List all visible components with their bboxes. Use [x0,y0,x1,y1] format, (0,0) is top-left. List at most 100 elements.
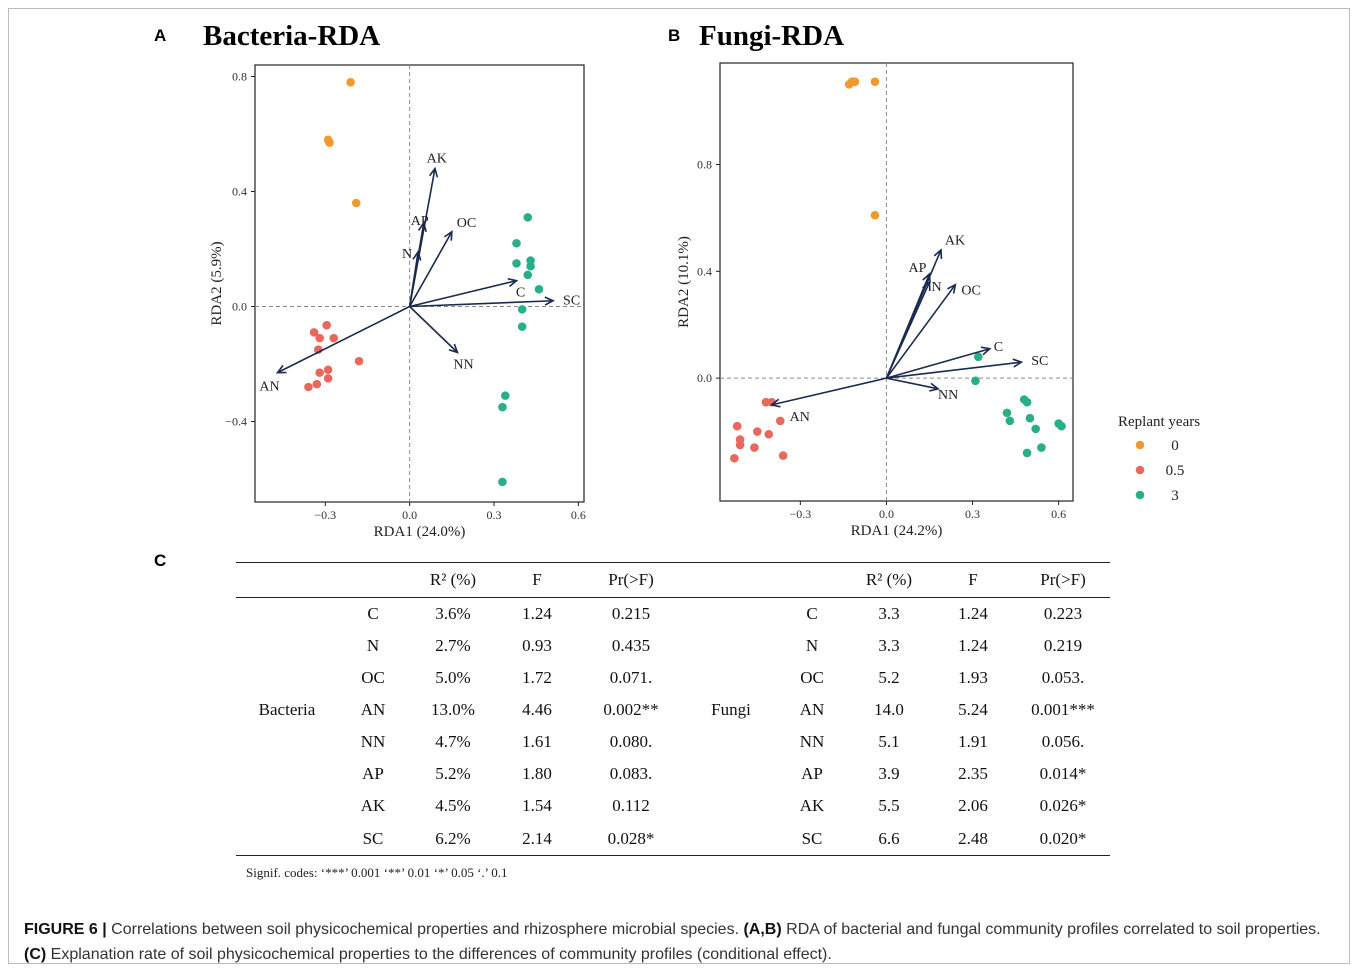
bacteria-vector-arrowhead [417,221,427,232]
table-row: OC 5.0% 1.72 0.071. OC 5.2 1.93 0.053. [236,662,1110,694]
table-cell: 1.24 [522,604,552,623]
group-label-cell [686,630,776,662]
bacteria-vector-arrowhead [448,343,459,354]
caption-text: Explanation rate of soil physicochemical… [46,946,832,963]
fungi-point-3-yr [1031,424,1040,434]
bacteria-point-0_5-yr [304,382,313,392]
bacteria-vector-label: NN [453,358,473,373]
fungi-y-tick-label: 0.8 [697,157,712,171]
table-cell: 1.54 [522,796,552,815]
table-row: NN 4.7% 1.61 0.080. NN 5.1 1.91 0.056. [236,726,1110,758]
table-cell: 1.80 [522,764,552,783]
table-cell: C [367,604,379,623]
bacteria-vector-arrowhead [275,365,287,374]
fungi-x-tick-label: 0.0 [879,507,894,521]
table-cell: AK [799,796,825,815]
bacteria-rda-plot: −0.3 0.0 0.3 0.6 −0.4 0.0 0.4 0.8 RDA1 (24.0%) RD… [209,64,586,540]
table-cell: 1.24 [958,636,988,655]
table-cell: 3.6% [435,604,471,623]
caption-ref: (A,B) [743,921,782,938]
table-cell: AP [362,764,384,783]
bacteria-vector-label: AK [427,152,447,167]
table-cell: N [366,636,380,655]
group-label-cell [686,726,776,758]
fungi-vector-arrow [885,284,956,379]
table-cell: 13.0% [431,700,475,719]
table-cell: 0.056. [1041,732,1085,751]
bacteria-point-3-yr [517,322,527,331]
group-label-cell [686,758,776,790]
table-cell: 4.5% [435,796,471,815]
fungi-point-0-yr [870,77,880,86]
bacteria-x-axis-label: RDA1 (24.0%) [374,524,466,540]
fungi-point-0_5-yr [775,416,785,426]
fungi-vector-label: C [994,340,1003,355]
table-cell: 0.219 [1043,636,1083,655]
fungi-point-3-yr [1057,421,1066,431]
legend-swatch [1135,490,1145,500]
fungi-y-tick-label: 0.4 [697,264,712,278]
bacteria-x-tick-label: −0.3 [314,508,336,522]
fungi-point-0_5-yr [764,429,774,439]
table-row: Bacteria AN 13.0% 4.46 0.002** Fungi AN 14.0 5.2… [236,694,1110,726]
fungi-vector-label: AK [945,234,965,249]
table-cell: 3.3 [878,604,900,623]
bacteria-y-tick-label: 0.4 [232,185,247,199]
bacteria-point-3-yr [523,270,533,280]
bacteria-vector-label: AP [411,214,429,229]
bacteria-point-0_5-yr [315,368,324,377]
bacteria-vector-arrow [409,299,554,308]
table-cell: 5.24 [958,700,988,719]
caption-label: FIGURE 6 | [24,921,107,938]
bacteria-point-3-yr [498,477,507,487]
table-row: C 3.6% 1.24 0.215 C 3.3 1.24 0.223 [236,598,1110,631]
fungi-vector-arrowhead [769,398,781,408]
fungi-vector-arrowhead [980,346,992,356]
table-cell: SC [776,822,848,856]
table-header-cell [236,562,338,598]
group-label-cell [236,598,338,631]
legend-title: Replant years [1118,414,1200,430]
group-label-cell [236,630,338,662]
bacteria-vector-label: N [402,247,412,262]
table-cell: 1.61 [522,732,552,751]
table-cell: 0.215 [611,604,651,623]
fungi-point-3-yr [1022,448,1032,458]
table-cell: 6.2% [408,822,498,856]
fungi-point-3-yr [1005,416,1015,426]
bacteria-y-axis-label: RDA2 (5.9%) [209,241,225,325]
table-header-cell: F [930,562,1016,598]
bacteria-vector-arrowhead [443,230,453,241]
table-cell: 2.14 [498,822,576,856]
table-cell: 0.112 [612,796,650,815]
table-cell: 1.24 [958,604,988,623]
panel-letter-a: A [154,26,166,45]
table-cell: AK [360,796,386,815]
table-cell: 5.5 [878,796,900,815]
fungi-vector-arrowhead [922,272,931,284]
fungi-point-0_5-yr [730,453,739,463]
bacteria-point-0_5-yr [315,333,324,343]
bacteria-vector-label: OC [457,216,476,231]
table-header-cell [776,562,848,598]
fungi-rda-title: Fungi-RDA [699,20,844,52]
group-label-cell [236,726,338,758]
fungi-vector-arrowhead [1012,358,1024,368]
table-header-cell: R² (%) [408,562,498,598]
fungi-y-axis-label: RDA2 (10.1%) [676,236,692,328]
bacteria-point-3-yr [517,305,527,314]
group-label-cell [236,662,338,694]
table-cell: 5.1 [878,732,900,751]
table-header-cell [686,562,776,598]
table-cell: 0.001*** [1031,700,1095,719]
table-header-cell [338,562,408,598]
bacteria-point-3-yr [498,402,507,412]
figure-caption: FIGURE 6 | Correlations between soil phy… [24,917,1334,967]
table-cell: AN [360,700,386,719]
bacteria-vector-arrow [408,251,419,307]
table-cell: 1.91 [958,732,988,751]
table-cell: AN [799,700,825,719]
table-header-cell: R² (%) [848,562,930,598]
table-row: AP 5.2% 1.80 0.083. AP 3.9 2.35 0.014* [236,758,1110,790]
table-cell: 2.48 [930,822,1016,856]
